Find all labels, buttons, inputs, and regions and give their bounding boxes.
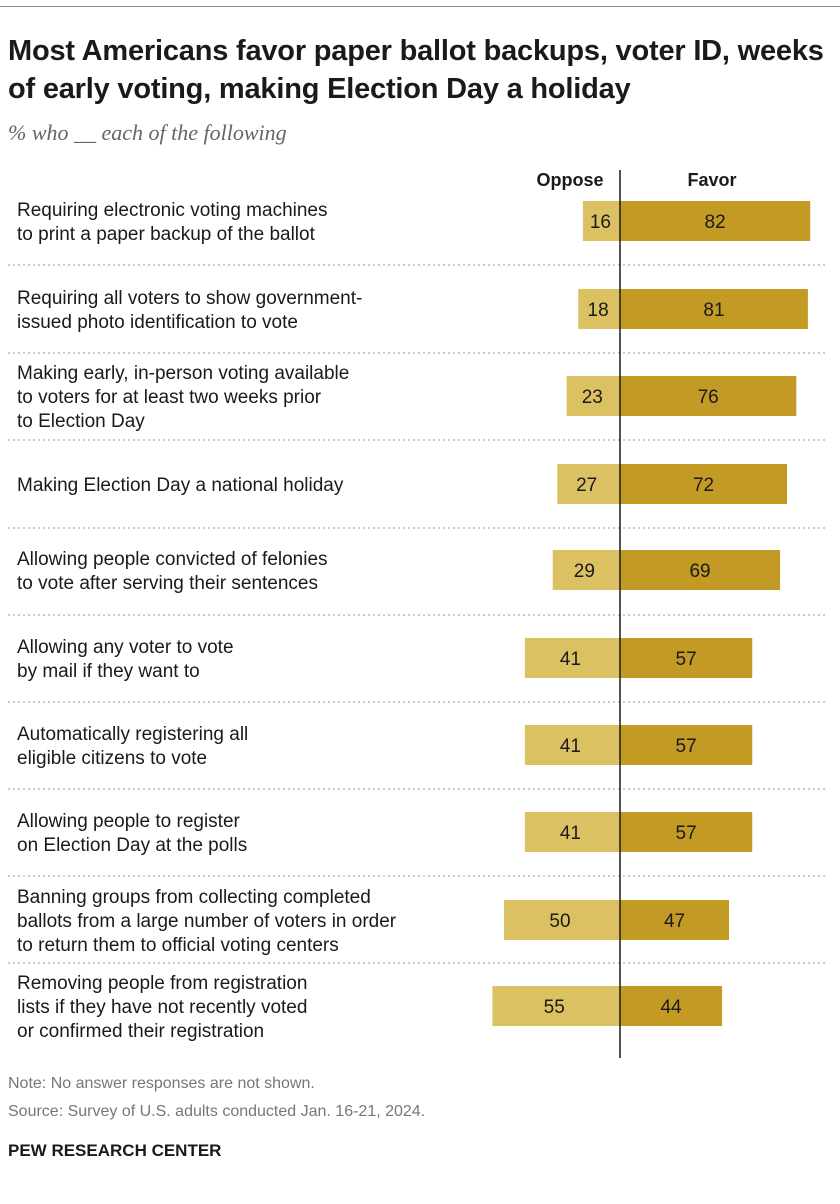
value-label-favor: 72 (693, 475, 714, 496)
bar-oppose (524, 638, 620, 678)
value-label-favor: 82 (705, 212, 726, 233)
bar-oppose (504, 900, 620, 940)
chart-subtitle: % who __ each of the following (8, 120, 287, 145)
value-label-oppose: 16 (590, 212, 611, 233)
bar-oppose (524, 812, 620, 852)
category-label: Removing people from registration lists i… (17, 973, 307, 1042)
bar-favor (620, 376, 797, 416)
category-label: Making early, in-person voting available… (17, 363, 349, 432)
value-label-oppose: 27 (576, 475, 597, 496)
value-label-oppose: 55 (544, 997, 565, 1018)
bar-favor (620, 289, 808, 329)
brand-label: PEW RESEARCH CENTER (8, 1141, 222, 1160)
category-label: Allowing people convicted of felonies to … (17, 549, 328, 594)
bar-favor (620, 638, 753, 678)
value-label-favor: 69 (689, 561, 710, 582)
bar-favor (620, 900, 730, 940)
legend-oppose: Oppose (536, 170, 603, 190)
value-label-oppose: 41 (560, 823, 581, 844)
diverging-bar-chart: Oppose Favor Requiring electronic voting m… (8, 170, 828, 1058)
value-label-favor: 81 (703, 300, 724, 321)
value-label-favor: 57 (676, 649, 697, 670)
value-label-oppose: 23 (582, 387, 603, 408)
category-label: Allowing people to register on Election D… (17, 811, 247, 856)
bar-favor (620, 201, 811, 241)
value-label-oppose: 29 (574, 561, 595, 582)
bar-favor (620, 986, 723, 1026)
bar-favor (620, 550, 781, 590)
value-label-favor: 76 (698, 387, 719, 408)
note-text: Note: No answer responses are not shown. (8, 1075, 315, 1092)
top-rule (0, 6, 840, 7)
category-label: Banning groups from collecting completed… (17, 887, 397, 956)
category-label: Allowing any voter to vote by mail if the… (17, 637, 234, 682)
bar-oppose (557, 464, 620, 504)
value-label-oppose: 41 (560, 649, 581, 670)
bar-oppose (578, 289, 620, 329)
bar-favor (620, 464, 788, 504)
value-label-favor: 57 (676, 823, 697, 844)
bar-favor (620, 725, 753, 765)
bar-oppose (552, 550, 620, 590)
source-text: Source: Survey of U.S. adults conducted … (8, 1103, 426, 1120)
bar-favor (620, 812, 753, 852)
value-label-favor: 47 (664, 911, 685, 932)
bar-oppose (524, 725, 620, 765)
value-label-oppose: 50 (549, 911, 570, 932)
category-label: Making Election Day a national holiday (17, 475, 344, 496)
category-label: Requiring electronic voting machines to p… (17, 200, 328, 245)
value-label-favor: 57 (676, 736, 697, 757)
value-label-favor: 44 (660, 997, 682, 1018)
bar-oppose (566, 376, 620, 416)
legend-favor: Favor (687, 170, 736, 190)
category-label: Requiring all voters to show government-… (17, 288, 362, 333)
value-label-oppose: 18 (588, 300, 609, 321)
chart-title: Most Americans favor paper ballot backup… (8, 35, 824, 105)
bar-oppose (582, 201, 620, 241)
bar-oppose (492, 986, 620, 1026)
value-label-oppose: 41 (560, 736, 581, 757)
category-label: Automatically registering all eligible ci… (17, 724, 248, 769)
